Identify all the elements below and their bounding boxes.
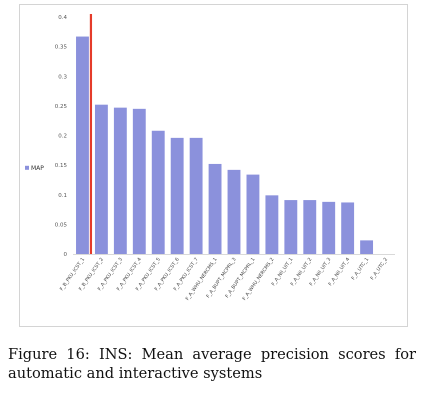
chart-panel: 0 0.05 0.1 0.15 0.2 0.25 0.3 0.35 0.4 F_B_PKU_IC… [19,4,408,327]
bar [303,200,317,254]
y-tick-label: 0.35 [55,45,68,51]
y-tick-label: 0.1 [58,193,67,199]
y-tick-label: 0.3 [58,74,67,80]
bar [76,36,89,254]
bar [94,104,108,254]
bar [360,240,374,254]
bar [151,130,165,254]
bar [341,202,355,254]
y-tick-label: 0.05 [55,222,68,228]
legend-label: MAP [31,165,44,172]
bar [208,163,222,254]
bar [322,201,336,254]
y-tick-label: 0.15 [55,163,68,169]
legend-swatch [25,165,29,170]
bar [170,137,184,254]
bar [189,137,203,254]
y-tick-label: 0 [64,252,68,258]
bar [132,108,146,255]
y-tick-label: 0.25 [55,104,68,110]
y-tick-label: 0.2 [58,134,67,140]
bar-chart: 00.050.10.150.20.250.30.350.4 F_B_PKU_IC… [19,4,408,327]
bar [265,195,279,254]
figure-caption: Figure 16: INS: Mean average precision s… [8,346,416,382]
bar [113,107,127,254]
y-tick-label: 0.4 [58,15,67,21]
bar [227,169,241,254]
bar [284,200,298,254]
bar [246,174,260,254]
